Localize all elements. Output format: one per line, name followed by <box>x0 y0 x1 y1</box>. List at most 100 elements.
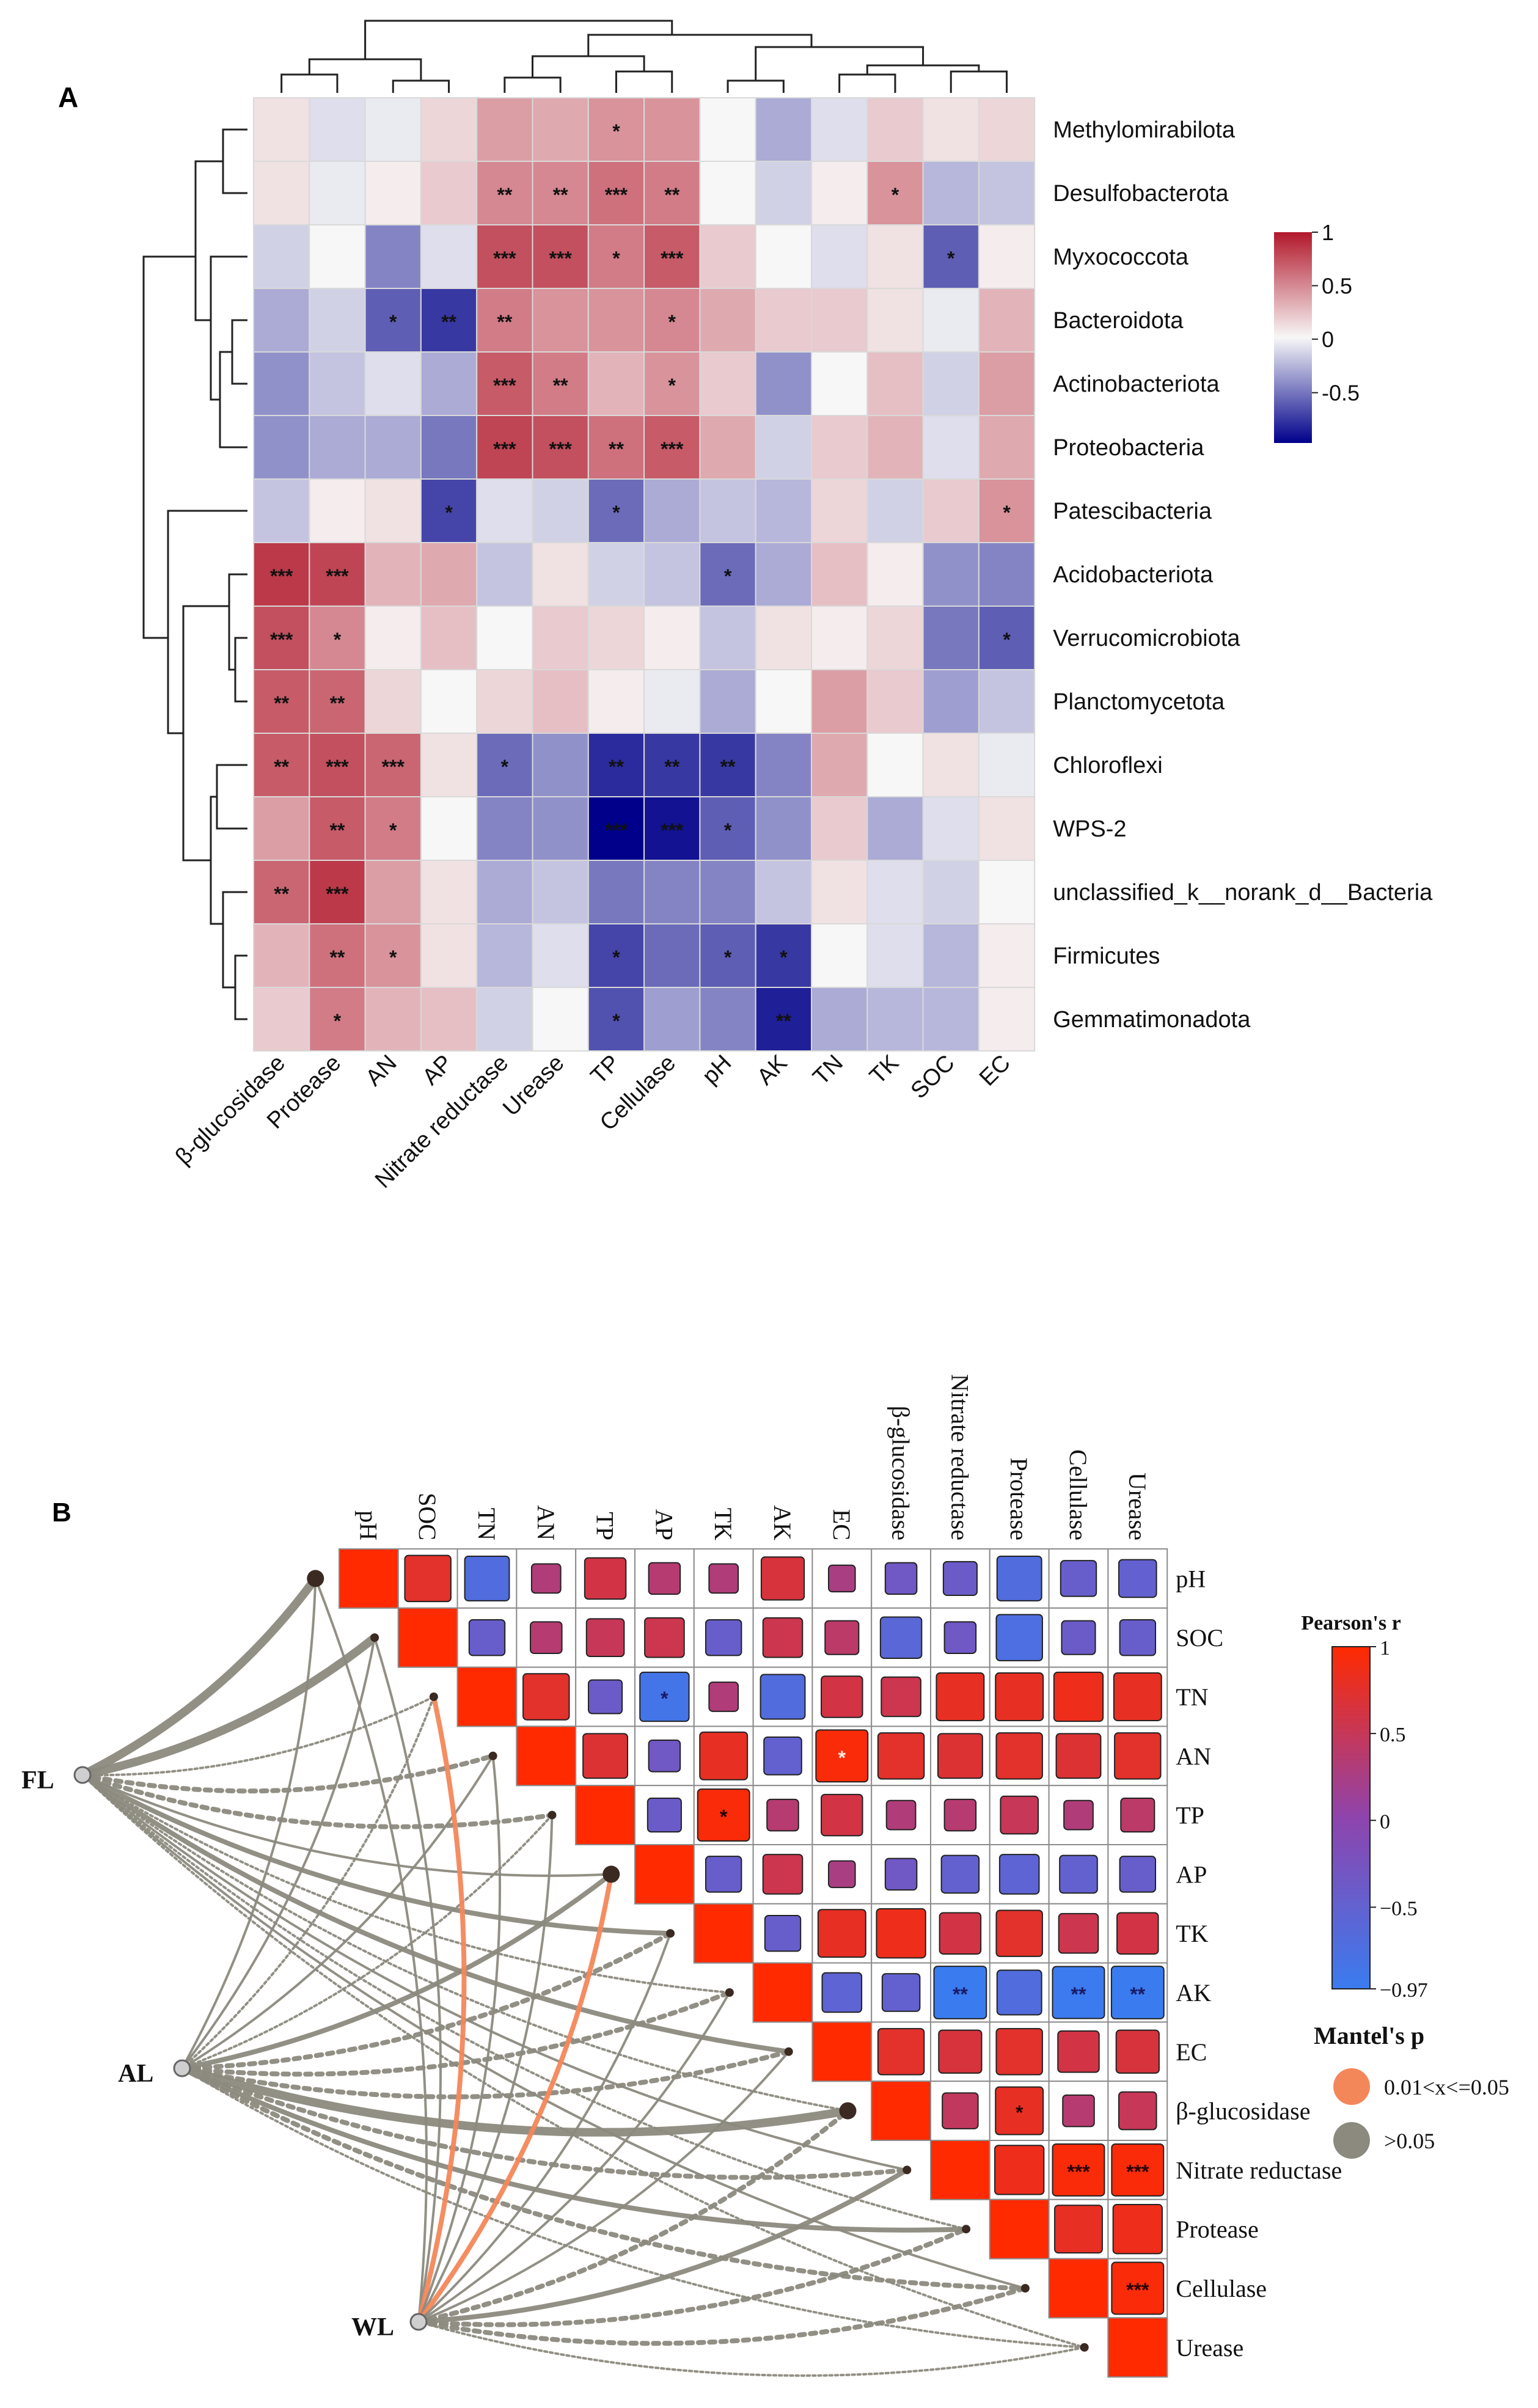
correlation-square-9-11 <box>995 2086 1044 2135</box>
mantel-link-31 <box>417 1754 502 2323</box>
significance-mark-1-5: ** <box>553 184 568 206</box>
significance-mark-9-0: ** <box>274 692 289 714</box>
significance-mark-1-4: ** <box>497 184 512 206</box>
column-label-2: AN <box>361 1050 402 1091</box>
row-label-b-3: AN <box>1176 1743 1211 1770</box>
dendrogram-link <box>280 73 339 93</box>
mantel-link-1 <box>78 1633 379 1779</box>
column-dendrogram <box>280 20 1008 93</box>
correlation-square-7-13 <box>1110 1966 1165 2019</box>
dendrogram-link <box>364 20 673 59</box>
correlation-square-1-6 <box>705 1619 742 1656</box>
heatmap-cell-1-8 <box>699 161 756 225</box>
dendrogram-link <box>504 76 562 93</box>
correlation-square-5-8 <box>828 1860 856 1889</box>
diagonal-square-5 <box>634 1844 695 1905</box>
correlation-square-6-8 <box>817 1909 866 1958</box>
correlation-square-0-7 <box>760 1556 805 1601</box>
link-endpoint-10 <box>903 2165 912 2175</box>
correlation-square-3-10 <box>937 1733 983 1779</box>
heatmap-cell-13-4 <box>476 923 533 988</box>
grid-cell-4-5 <box>634 1785 695 1845</box>
significance-mark-11-2: * <box>389 819 397 841</box>
significance-mark-b-7-13: ** <box>1130 1983 1145 2005</box>
dendrogram-link <box>234 637 247 703</box>
heatmap-cell-4-2 <box>364 351 422 416</box>
heatmap-cell-0-4 <box>476 97 533 162</box>
colorbar-b-tick-label-0: 1 <box>1380 1637 1390 1660</box>
panel-b: B***** ** ****** ******pHSOCTNANTPAPTKAKECβ… <box>21 1374 1509 2378</box>
heatmap-cell-5-6 <box>587 415 645 480</box>
heatmap-cell-1-10 <box>811 161 868 225</box>
correlation-square-1-13 <box>1119 1619 1157 1656</box>
colorbar-b-tick-label-1: 0.5 <box>1380 1724 1406 1746</box>
mantel-link-36 <box>417 2050 790 2323</box>
row-label-b-12: Cellulase <box>1176 2275 1267 2302</box>
panel-b-label: B <box>52 1498 71 1528</box>
row-label-5: Proteobacteria <box>1053 435 1204 461</box>
dendrogram-link <box>727 79 785 93</box>
significance-mark-b-7-10: ** <box>953 1983 968 2005</box>
dendrogram-link <box>228 573 247 671</box>
heatmap-cell-9-11 <box>866 669 924 734</box>
heatmap-cell-10-10 <box>811 733 868 797</box>
correlation-square-4-11 <box>1000 1795 1039 1835</box>
column-label-b-13: Urease <box>1124 1473 1151 1540</box>
row-label-12: unclassified_k__norank_d__Bacteria <box>1053 880 1433 906</box>
mantel-link-12 <box>81 1774 1027 2289</box>
significance-mark-11-1: ** <box>329 819 345 841</box>
correlation-square-0-8 <box>828 1564 856 1593</box>
correlation-square-3-5 <box>648 1740 681 1773</box>
mantel-link-0 <box>78 1574 320 1779</box>
dendrogram-link <box>532 55 645 78</box>
correlation-square-10-11 <box>994 2145 1045 2195</box>
heatmap-cell-0-7 <box>643 97 701 162</box>
correlation-square-2-13 <box>1113 1672 1162 1721</box>
heatmap-cell-2-11 <box>866 224 924 289</box>
grid-cell-5-6 <box>693 1844 754 1905</box>
heatmap-cell-7-12 <box>922 542 980 607</box>
heatmap-cell-2-8 <box>699 224 756 289</box>
column-label-13: EC <box>975 1050 1016 1091</box>
heatmap-cell-3-11 <box>866 288 924 353</box>
heatmap-cell-5-4 <box>476 415 533 480</box>
correlation-square-9-13 <box>1118 2091 1157 2131</box>
correlation-square-1-7 <box>762 1617 804 1658</box>
heatmap-cell-13-13 <box>978 923 1036 988</box>
heatmap-cell-8-0 <box>253 606 310 670</box>
heatmap-cell-13-11 <box>866 923 924 988</box>
correlation-square-1-4 <box>585 1618 625 1658</box>
heatmap-cell-6-1 <box>309 478 366 543</box>
heatmap-cell-13-8 <box>699 923 756 988</box>
heatmap-cell-13-3 <box>420 923 478 988</box>
diagonal-square-13 <box>1107 2317 1168 2378</box>
heatmap-cell-6-10 <box>811 478 868 543</box>
correlation-square-3-8 <box>815 1729 869 1783</box>
column-label-3: AP <box>417 1050 458 1091</box>
diagonal-square-7 <box>752 1962 813 2023</box>
significance-mark-14-6: * <box>612 1010 620 1032</box>
heatmap-cell-10-7 <box>643 733 701 797</box>
heatmap-cell-3-13 <box>978 288 1036 353</box>
heatmap-cell-14-11 <box>866 987 924 1052</box>
heatmap-cell-5-13 <box>978 415 1036 480</box>
diagonal-square-12 <box>1048 2258 1109 2319</box>
row-label-8: Verrucomicrobiota <box>1053 626 1240 651</box>
significance-mark-7-1: *** <box>326 565 349 587</box>
correlation-square-11-12 <box>1054 2205 1103 2254</box>
dendrogram-link <box>216 764 247 830</box>
dendrogram-link <box>950 70 1008 93</box>
dendrogram-link <box>234 954 247 1020</box>
mantel-link-5 <box>81 1774 613 1877</box>
heatmap-cell-12-5 <box>532 860 589 924</box>
significance-mark-1-6: *** <box>605 184 628 206</box>
correlation-square-10-13 <box>1111 2143 1165 2197</box>
group-node-al <box>173 2059 191 2077</box>
heatmap-cell-7-4 <box>476 542 533 607</box>
heatmap-cell-5-2 <box>364 415 422 480</box>
correlation-square-4-12 <box>1063 1799 1094 1831</box>
panel-a-label: A <box>58 81 78 113</box>
heatmap-cell-11-9 <box>755 796 812 861</box>
heatmap-cell-11-10 <box>811 796 868 861</box>
